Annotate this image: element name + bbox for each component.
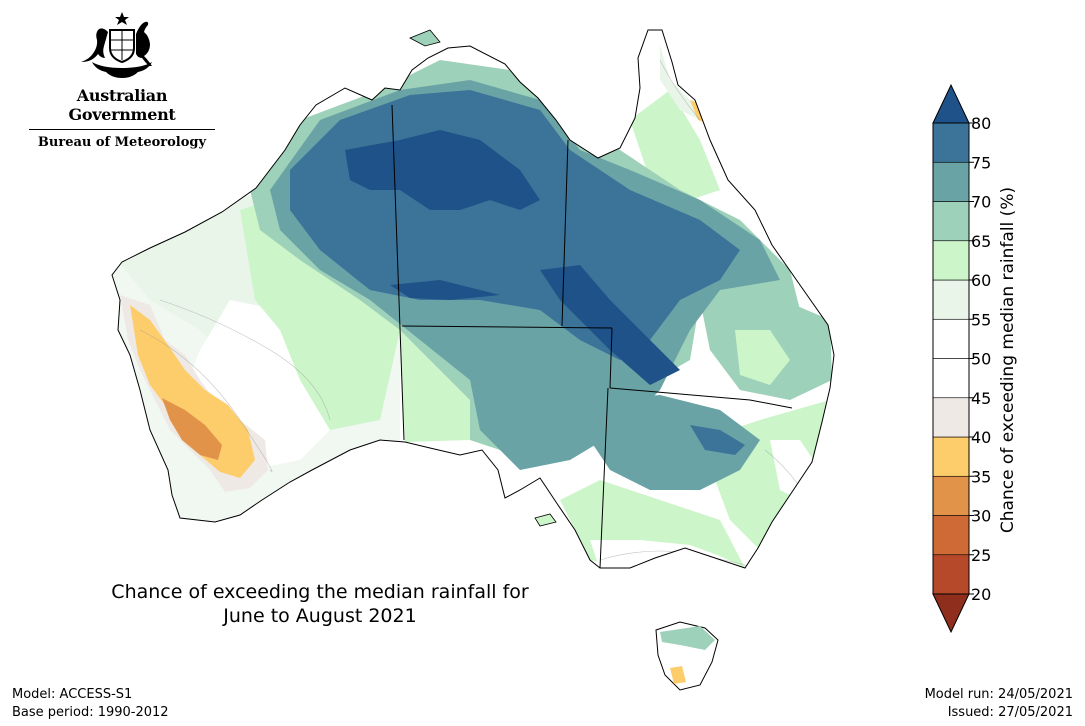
footer-left: Model: ACCESS-S1 Base period: 1990-2012 — [12, 686, 169, 722]
map-title-line-2: June to August 2021 — [223, 605, 417, 627]
coat-of-arms-icon — [81, 12, 152, 78]
colorbar-tick-label: 20 — [971, 585, 991, 604]
colorbar-bin-60-65 — [932, 240, 970, 281]
logo-divider — [29, 129, 215, 130]
colorbar-label: Chance of exceeding median rainfall (%) — [998, 186, 1018, 534]
colorbar-tick-label: 60 — [971, 271, 991, 290]
colorbar-bin-50-55 — [932, 318, 970, 359]
colorbar-tick-label: 80 — [971, 114, 991, 133]
model-text: Model: ACCESS-S1 — [12, 687, 133, 702]
colorbar-bin-25-30 — [932, 515, 970, 556]
model-run-text: Model run: 24/05/2021 — [924, 687, 1073, 702]
colorbar-tick-label: 30 — [971, 507, 991, 526]
australia-rainfall-map — [111, 29, 835, 691]
colorbar-bin-75-80 — [932, 122, 970, 163]
colorbar-over-triangle — [932, 83, 970, 124]
colorbar-tick-label: 40 — [971, 428, 991, 447]
state-borders — [391, 104, 793, 569]
base-period-text: Base period: 1990-2012 — [12, 705, 169, 720]
colorbar-tick-label: 35 — [971, 467, 991, 486]
colorbar-bin-20-25 — [932, 554, 970, 595]
map-title-line-1: Chance of exceeding the median rainfall … — [111, 581, 529, 603]
colorbar-bin-35-40 — [932, 436, 970, 477]
colorbar-bin-30-35 — [932, 475, 970, 516]
map-title: Chance of exceeding the median rainfall … — [60, 580, 580, 628]
colorbar-bin-70-75 — [932, 161, 970, 202]
colorbar-bin-65-70 — [932, 201, 970, 242]
footer-right: Model run: 24/05/2021 Issued: 27/05/2021 — [925, 686, 1073, 722]
colorbar-tick-label: 50 — [971, 350, 991, 369]
issued-text: Issued: 27/05/2021 — [947, 705, 1073, 720]
government-name: Australian Government — [68, 86, 176, 124]
colorbar-bin-45-50 — [932, 358, 970, 399]
colorbar-bin-40-45 — [932, 397, 970, 438]
colorbar-tick-label: 70 — [971, 193, 991, 212]
colorbar-tick-label: 25 — [971, 546, 991, 565]
bom-logo: Australian Government Bureau of Meteorol… — [24, 10, 220, 150]
colorbar-under-triangle — [932, 593, 970, 634]
bureau-name: Bureau of Meteorology — [37, 135, 207, 150]
colorbar-bin-55-60 — [932, 279, 970, 320]
colorbar-tick-label: 55 — [971, 310, 991, 329]
colorbar-tick-label: 45 — [971, 389, 991, 408]
tasmania — [655, 621, 719, 691]
colorbar-tick-label: 75 — [971, 153, 991, 172]
colorbar-tick-label: 65 — [971, 232, 991, 251]
